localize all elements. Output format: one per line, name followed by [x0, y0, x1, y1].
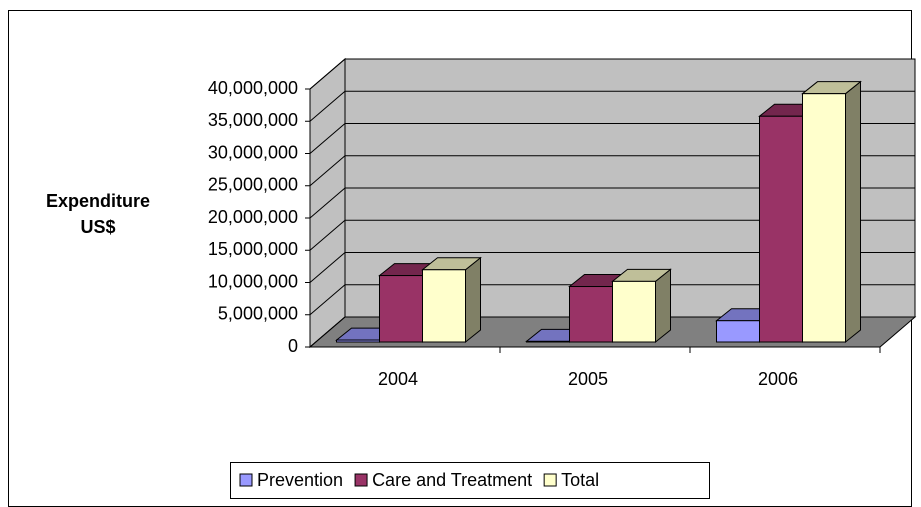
- y-tick-label: 15,000,000: [208, 239, 298, 259]
- bar: [716, 320, 760, 343]
- bar: [802, 93, 846, 343]
- bar: [759, 115, 803, 343]
- bar-side: [655, 268, 671, 344]
- legend-label: Prevention: [257, 470, 343, 490]
- bar: [526, 340, 570, 343]
- y-tick-label: 30,000,000: [208, 142, 298, 162]
- grid-line: [309, 252, 915, 283]
- bar: [336, 339, 380, 343]
- bar-side: [845, 80, 861, 344]
- bar: [379, 275, 423, 343]
- grid-line: [309, 123, 915, 154]
- legend-swatch: [354, 473, 368, 487]
- grid-line: [309, 187, 915, 219]
- x-tick-label: 2005: [568, 369, 608, 389]
- x-tick-label: 2006: [758, 369, 798, 389]
- y-tick-label: 5,000,000: [218, 304, 298, 324]
- legend-box: [230, 462, 710, 499]
- y-tick-label: 35,000,000: [208, 110, 298, 130]
- grid-line: [309, 90, 915, 122]
- y-tick-label: 40,000,000: [208, 78, 298, 98]
- y-axis-label: Expenditure US$: [45, 191, 151, 237]
- bar-side: [465, 256, 481, 344]
- bar: [569, 286, 613, 343]
- legend-label: Care and Treatment: [372, 470, 532, 490]
- legend-label: Total: [561, 470, 599, 490]
- grid-line: [309, 284, 915, 316]
- bar: [612, 280, 656, 343]
- grid-line: [309, 219, 915, 251]
- legend-swatch: [543, 473, 557, 487]
- grid-line: [309, 58, 915, 90]
- x-tick-label: 2004: [378, 369, 418, 389]
- y-tick-label: 25,000,000: [208, 175, 298, 195]
- legend-swatch: [239, 473, 253, 487]
- grid-line: [309, 155, 915, 187]
- y-tick-label: 10,000,000: [208, 271, 298, 291]
- bar: [422, 269, 466, 343]
- y-tick-label: 0: [288, 336, 298, 356]
- y-tick-label: 20,000,000: [208, 207, 298, 227]
